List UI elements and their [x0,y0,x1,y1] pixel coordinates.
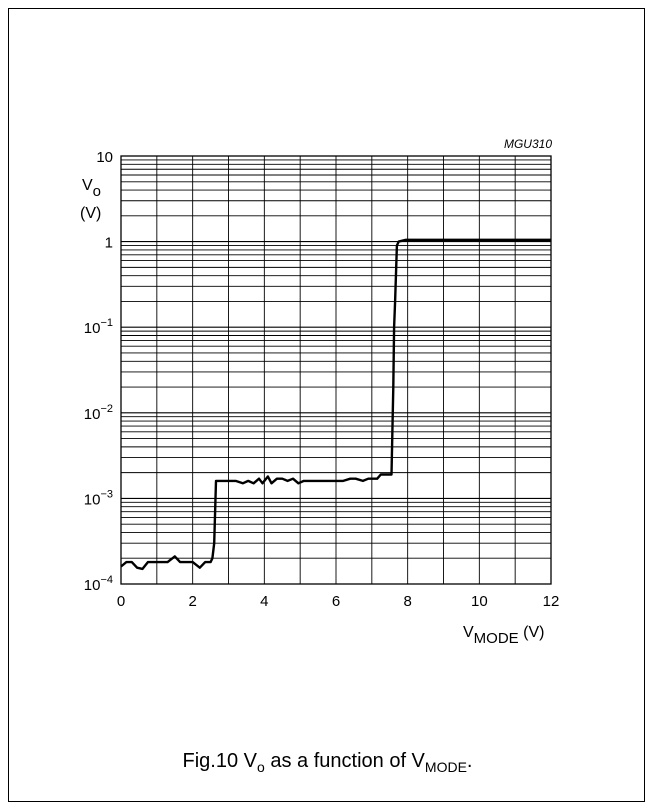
y-label-main: V [82,177,93,194]
x-label-main: V [463,624,474,641]
y-tick-label: 10 [96,149,113,166]
y-tick-label: 10−4 [84,574,113,594]
svg-text:Vo: Vo [82,177,101,200]
y-tick-label: 10−2 [84,403,113,423]
caption-suffix: . [466,750,473,772]
x-tick-label: 12 [543,593,560,610]
y-label-sub: o [93,183,101,200]
caption-prefix: Fig.10 V [182,750,257,772]
figure-id: MGU310 [504,137,552,151]
y-label-unit: (V) [80,205,101,222]
x-tick-label: 0 [117,593,125,610]
caption-sub-o: o [257,759,265,775]
x-label-sub: MODE [474,630,519,647]
grid [121,156,551,584]
x-axis-label: VMODE (V) [463,624,544,647]
x-tick-label: 10 [471,593,488,610]
caption-mid: as a function of V [264,750,425,772]
y-axis-label: Vo (V) [80,177,101,222]
y-tick-label: 1 [105,235,113,252]
x-label-unit: (V) [519,624,545,641]
y-tick-label: 10−1 [84,317,113,337]
x-tick-label: 6 [332,593,340,610]
y-tick-label: 10−3 [84,488,113,508]
plot-border [120,155,552,585]
figure-caption: Fig.10 Vo as a function of VMODE. [0,750,655,775]
figure-frame [8,8,645,802]
svg-text:VMODE (V): VMODE (V) [463,624,544,647]
caption-sub-mode: MODE [424,759,467,775]
x-tick-label: 8 [403,593,411,610]
x-tick-label: 4 [260,593,268,610]
x-tick-label: 2 [188,593,196,610]
series-line [120,238,551,571]
tick-labels: 0 2 4 6 8 10 12 10 1 10−1 10−2 10−3 10−4 [84,149,560,610]
